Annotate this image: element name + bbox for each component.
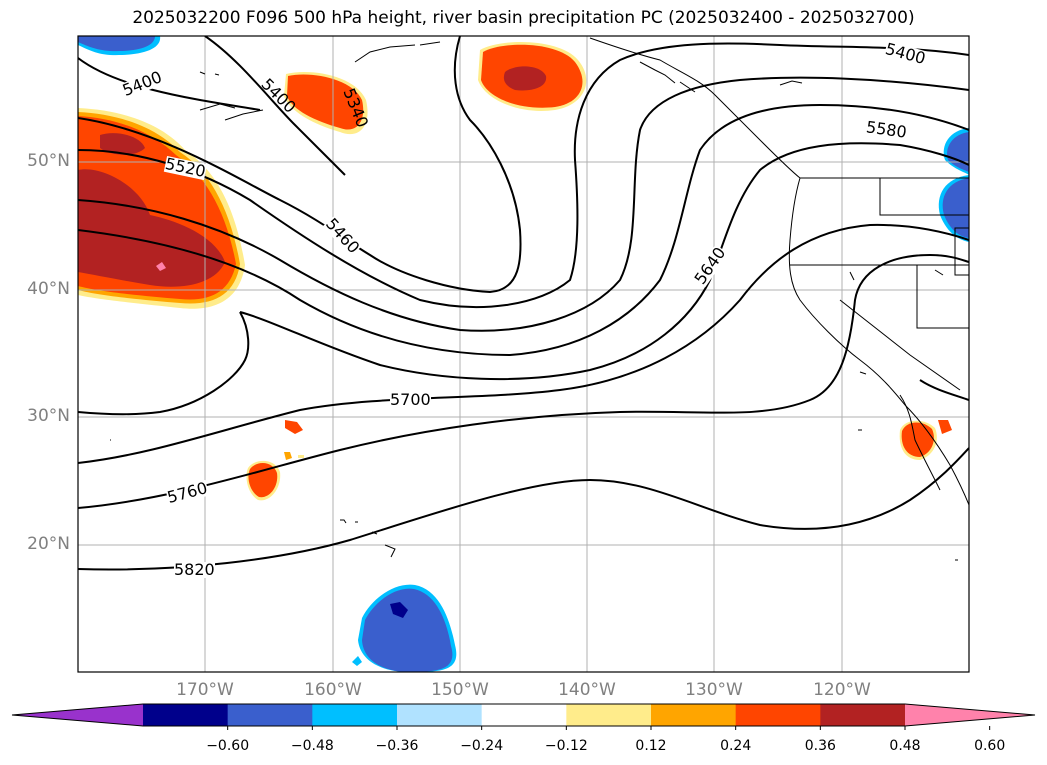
lon-label-130w: 130°W [685,680,743,700]
colorbar-tick-label: −0.12 [544,738,588,754]
height-contours [78,36,969,571]
lon-label-160w: 160°W [304,680,362,700]
colorbar-tick-label: 0.36 [804,738,836,754]
colorbar-tick-label: −0.24 [460,738,504,754]
colorbar-tick-label: −0.36 [375,738,419,754]
colorbar-extend-high [905,704,1035,726]
lat-label-40n: 40°N [27,279,70,299]
colorbar-tick-label: −0.60 [206,738,250,754]
colorbar-segment [397,704,483,726]
map-frame [77,35,970,673]
contour-label-5700: 5700 [390,390,431,409]
lat-label-30n: 30°N [27,406,70,426]
contour-label-5820: 5820 [174,560,215,579]
colorbar-segment [735,704,821,726]
lon-label-120w: 120°W [813,680,871,700]
map-title: 2025032200 F096 500 hPa height, river ba… [132,8,915,28]
colorbar-tick-label: 0.24 [720,738,752,754]
colorbar-segment [820,704,906,726]
colorbar [11,703,1036,730]
colorbar-tick-label: 0.48 [889,738,921,754]
colorbar-segment [566,704,652,726]
colorbar-segment [227,704,313,726]
lat-label-20n: 20°N [27,534,70,554]
coastlines [110,37,969,561]
colorbar-segment [651,704,737,726]
colorbar-tick-label: −0.48 [290,738,334,754]
colorbar-segment [143,704,229,726]
lon-label-150w: 150°W [431,680,489,700]
colorbar-segment [481,704,567,726]
colorbar-tick-label: 0.60 [974,738,1006,754]
colorbar-tick-label: 0.12 [635,738,667,754]
map-gridlines [78,36,969,672]
colorbar-segment [312,704,398,726]
lon-label-170w: 170°W [176,680,234,700]
colorbar-extend-low [12,704,143,726]
lat-label-50n: 50°N [27,151,70,171]
lon-label-140w: 140°W [558,680,616,700]
colorbar-outline [11,703,1036,727]
